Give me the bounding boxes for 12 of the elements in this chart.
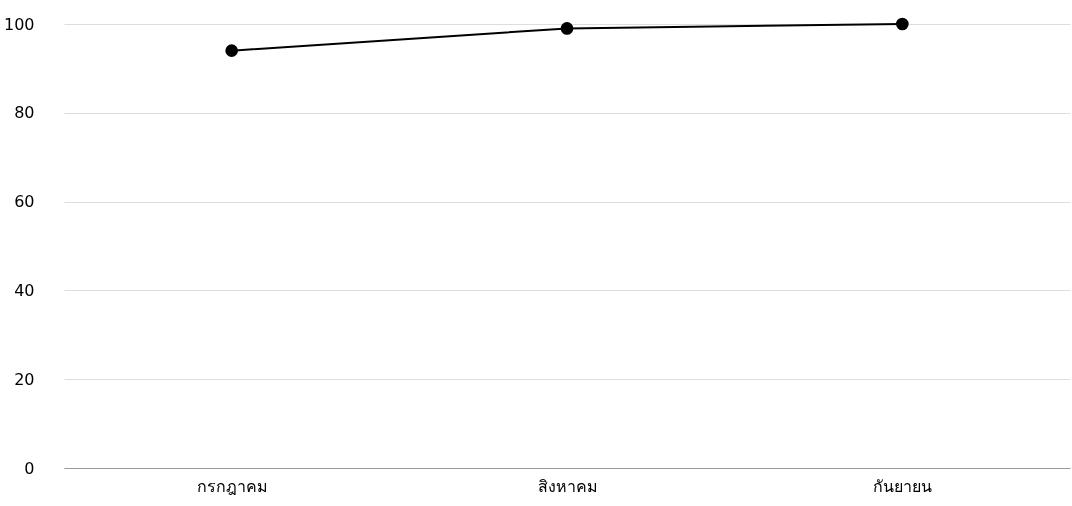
y-tick-label: 80 (14, 103, 35, 123)
y-tick-label: 60 (14, 192, 35, 212)
x-tick-label: กันยายน (873, 476, 933, 496)
point (560, 22, 574, 35)
y-tick-label: 20 (14, 369, 35, 389)
y-tick-label: 40 (14, 280, 35, 300)
x-tick-label: สิงหาคม (537, 476, 598, 496)
y-tick-label: 0 (24, 458, 35, 478)
y-tick-label: 100 (3, 14, 35, 34)
point (896, 17, 909, 31)
x-tick-label: กรกฎาคม (196, 476, 268, 496)
point (225, 44, 238, 57)
